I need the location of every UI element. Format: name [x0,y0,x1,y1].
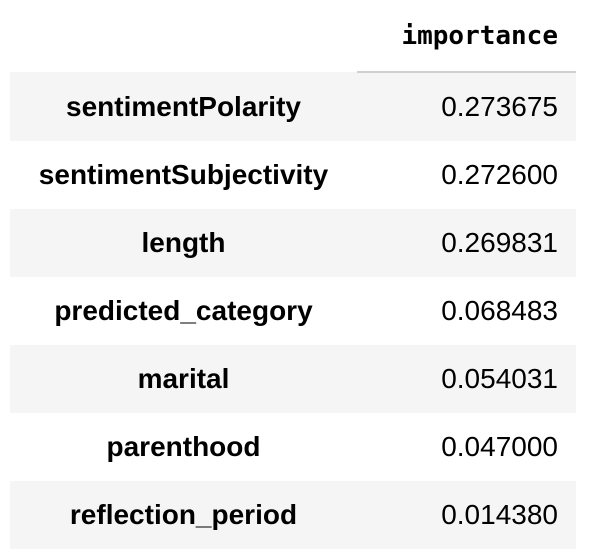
table-row: parenthood 0.047000 [10,413,576,481]
header-row: importance [10,0,576,73]
row-index-label: parenthood [10,413,357,481]
table-row: predicted_category 0.068483 [10,277,576,345]
importance-value: 0.068483 [357,277,576,345]
column-header-importance: importance [357,0,576,73]
row-index-label: sentimentSubjectivity [10,141,357,209]
row-index-label: marital [10,345,357,413]
table-row: marital 0.054031 [10,345,576,413]
row-index-label: reflection_period [10,481,357,549]
table-body: sentimentPolarity 0.273675 sentimentSubj… [10,72,576,549]
table-row: length 0.269831 [10,209,576,277]
row-index-label: sentimentPolarity [10,72,357,141]
row-index-label: length [10,209,357,277]
table-row: reflection_period 0.014380 [10,481,576,549]
dataframe-table: importance sentimentPolarity 0.273675 se… [10,0,576,549]
importance-value: 0.273675 [357,72,576,141]
index-header-cell [10,0,357,72]
table-header: importance [10,0,576,73]
table-row: sentimentPolarity 0.273675 [10,72,576,141]
importance-value: 0.047000 [357,413,576,481]
importance-value: 0.014380 [357,481,576,549]
importance-value: 0.272600 [357,141,576,209]
table-row: sentimentSubjectivity 0.272600 [10,141,576,209]
importance-value: 0.054031 [357,345,576,413]
importance-value: 0.269831 [357,209,576,277]
row-index-label: predicted_category [10,277,357,345]
